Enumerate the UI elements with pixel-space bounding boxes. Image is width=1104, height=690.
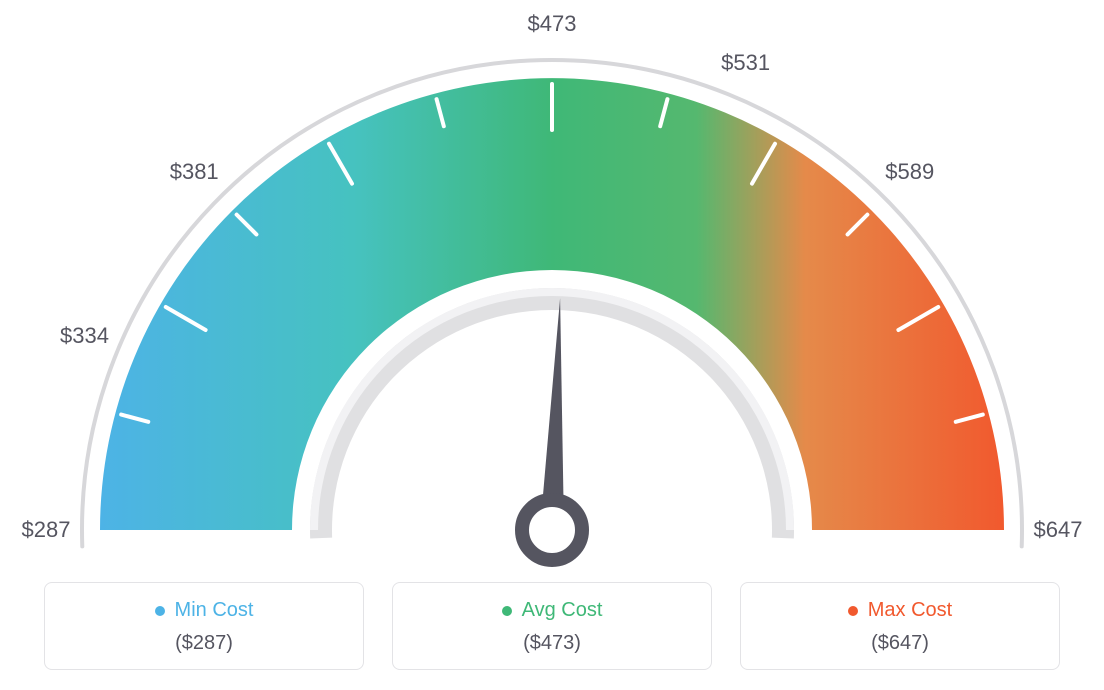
legend-title-max: Max Cost: [868, 599, 952, 622]
gauge-tick-label: $589: [885, 159, 934, 185]
gauge-tick-label: $381: [170, 159, 219, 185]
gauge-tick-label: $334: [60, 323, 109, 349]
gauge-tick-label: $287: [22, 517, 71, 543]
legend-card-max: Max Cost ($647): [740, 582, 1060, 670]
gauge-tick-label: $531: [721, 50, 770, 76]
gauge-tick-label: $473: [528, 11, 577, 37]
dot-icon: [848, 606, 858, 616]
legend-title-avg: Avg Cost: [522, 599, 603, 622]
legend-value-max: ($647): [751, 632, 1049, 655]
gauge-tick-label: $647: [1034, 517, 1083, 543]
legend-row: Min Cost ($287) Avg Cost ($473) Max Cost…: [0, 582, 1104, 670]
legend-card-min: Min Cost ($287): [44, 582, 364, 670]
gauge-chart: $287$334$381$473$531$589$647: [32, 10, 1072, 570]
legend-card-avg: Avg Cost ($473): [392, 582, 712, 670]
dot-icon: [502, 606, 512, 616]
legend-value-min: ($287): [55, 632, 353, 655]
legend-title-min: Min Cost: [175, 599, 254, 622]
dot-icon: [155, 606, 165, 616]
legend-value-avg: ($473): [403, 632, 701, 655]
